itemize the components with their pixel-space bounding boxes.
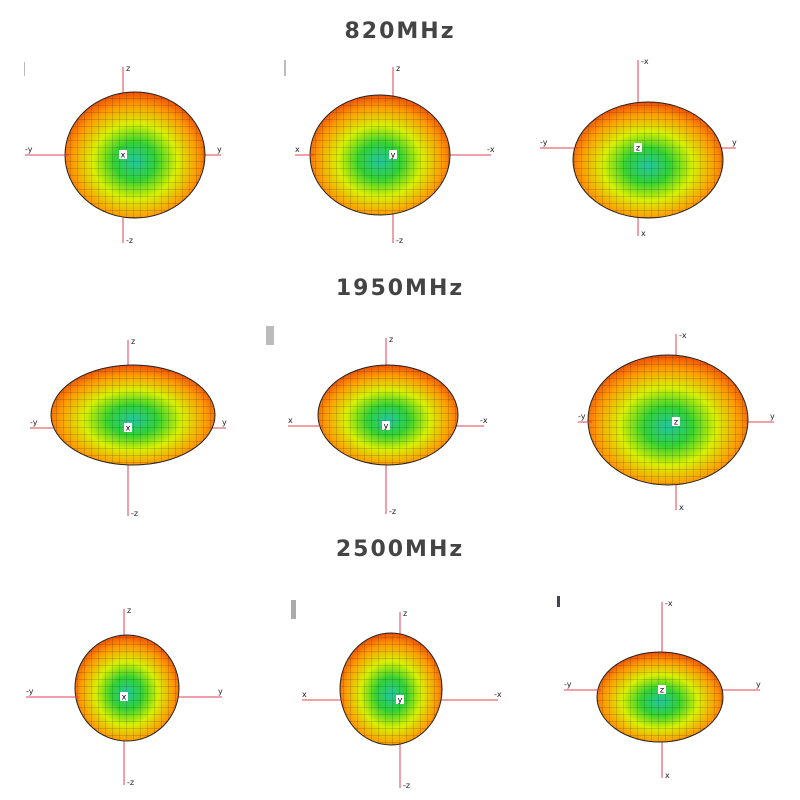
mesh [588, 355, 748, 485]
axis-label-center: z [636, 144, 640, 153]
axis-label-right: y [218, 687, 223, 696]
axis-label-right: -x [487, 145, 495, 154]
axis-label-left: x [302, 690, 307, 699]
axis-label-right: -x [494, 690, 502, 699]
axis-label-top: z [127, 606, 131, 615]
axis-label-left: -y [540, 138, 548, 147]
axis-label-center: x [122, 693, 127, 702]
axis-label-center: y [398, 696, 403, 705]
center-box [658, 685, 666, 694]
pattern-panel: -x x -y y z [540, 57, 737, 238]
axis-label-right: y [732, 138, 737, 147]
pattern-panel: z -z -y y x [30, 337, 227, 518]
axis-label-left: x [288, 416, 293, 425]
marker [284, 60, 286, 76]
axis-label-top: z [126, 64, 130, 73]
center-box [634, 143, 642, 152]
axis-label-left: -y [30, 418, 38, 427]
section-title: 820MHz [344, 19, 455, 44]
axis-label-left: x [295, 145, 300, 154]
center-box [389, 150, 397, 159]
axis-label-bottom: -z [389, 507, 396, 516]
pattern-panel: z -z x -x y [295, 64, 495, 245]
axis-label-bottom: -z [127, 778, 134, 787]
center-box [124, 423, 132, 432]
center-box [672, 417, 680, 426]
axis-label-right: y [756, 680, 761, 689]
axis-label-top: z [389, 335, 393, 344]
center-box [119, 150, 127, 159]
axis-label-left: -y [564, 680, 572, 689]
center-box [382, 421, 390, 430]
center-box [120, 692, 128, 701]
axis-label-right: y [217, 145, 222, 154]
section-title: 1950MHz [336, 276, 464, 301]
pattern-panel: z -z x -x y [288, 335, 488, 516]
mesh [597, 652, 723, 742]
mesh [340, 633, 442, 745]
marker [557, 596, 560, 607]
mesh [65, 92, 205, 218]
axis-label-bottom: -z [396, 236, 403, 245]
axis-label-top: -x [641, 57, 649, 66]
axis-label-center: z [674, 418, 678, 427]
axis-label-bottom: x [665, 771, 670, 780]
center-box [396, 695, 404, 704]
axis-label-bottom: -z [131, 509, 138, 518]
axis-label-bottom: -z [403, 781, 410, 790]
mesh [573, 102, 723, 218]
axis-label-left: -y [25, 145, 33, 154]
mesh [318, 365, 458, 465]
pattern-panel: z -z x -x y [302, 609, 502, 790]
marker [266, 326, 274, 345]
axis-label-right: y [222, 418, 227, 427]
pattern-panel: z -z -y y x [26, 606, 223, 787]
axis-label-bottom: x [679, 503, 684, 512]
mesh [51, 365, 215, 465]
axis-label-bottom: x [641, 229, 646, 238]
axis-label-top: z [396, 64, 400, 73]
marker [291, 600, 296, 619]
pattern-panel: -x x -y y z [564, 599, 761, 780]
axis-label-center: x [126, 424, 131, 433]
axis-label-top: -x [665, 599, 673, 608]
marker [24, 62, 25, 76]
axis-label-center: y [384, 422, 389, 431]
axis-label-right: y [770, 412, 775, 421]
pattern-panel: z -z -y y x [25, 64, 222, 245]
section-title: 2500MHz [336, 537, 464, 562]
mesh [310, 95, 450, 215]
axis-label-top: z [131, 337, 135, 346]
axis-label-left: -y [26, 687, 34, 696]
axis-label-center: z [660, 686, 664, 695]
pattern-panel: -x x -y y z [578, 331, 775, 512]
axis-label-right: -x [480, 416, 488, 425]
axis-label-top: -x [679, 331, 687, 340]
axis-label-center: x [121, 151, 126, 160]
axis-label-bottom: -z [126, 236, 133, 245]
axis-label-center: y [391, 151, 396, 160]
mesh [75, 635, 179, 741]
axis-label-left: -y [578, 412, 586, 421]
axis-label-top: z [403, 609, 407, 618]
